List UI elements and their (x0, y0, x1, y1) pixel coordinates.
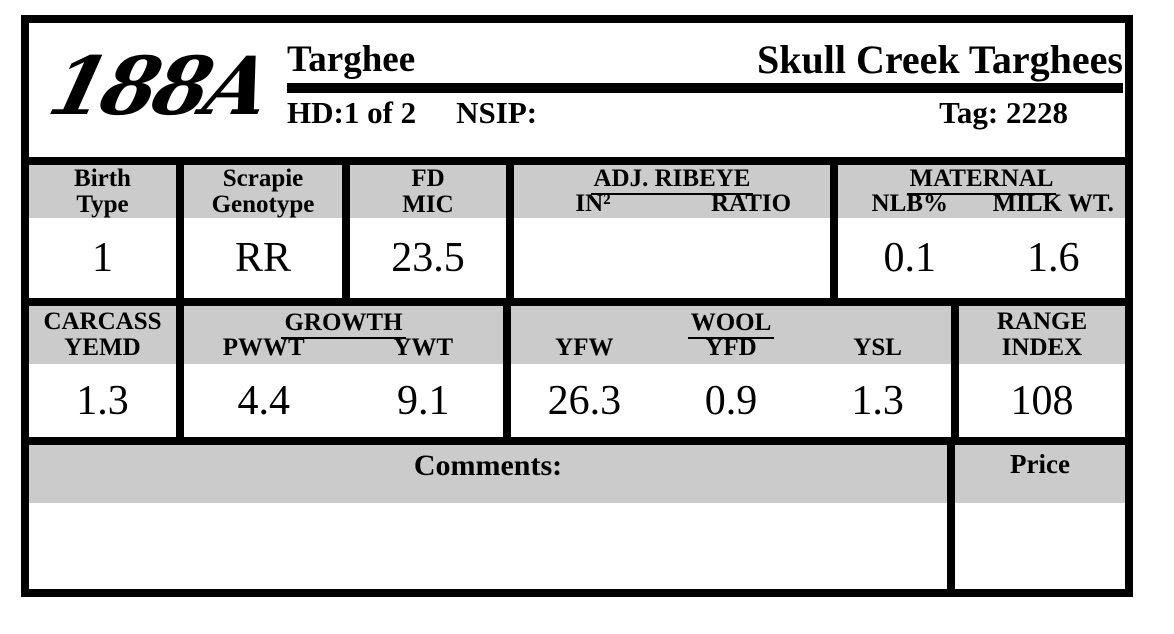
adj-ribeye-header: ADJ. RIBEYE IN² RATIO (514, 165, 830, 218)
range-index-header: RANGE INDEX (959, 306, 1125, 364)
sale-card: 188A Targhee Skull Creek Targhees HD:1 o… (21, 15, 1133, 597)
fd-label-line1: FD (411, 164, 445, 192)
card-header: 188A Targhee Skull Creek Targhees HD:1 o… (29, 23, 1125, 157)
wool-subheaders: YFW YFD YSL (511, 333, 951, 361)
wool-header: WOOL YFW YFD YSL (511, 306, 951, 364)
scrapie-genotype-header: Scrapie Genotype (184, 165, 342, 218)
nsip-label: NSIP: (456, 95, 538, 130)
price-header: Price (955, 445, 1125, 503)
adj-ribeye-cell: ADJ. RIBEYE IN² RATIO (514, 165, 830, 298)
fd-mic-cell: FD MIC 23.5 (350, 165, 506, 298)
comments-header: Comments: (29, 445, 947, 503)
pwwt-value: 4.4 (237, 377, 291, 424)
header-top-line: Targhee Skull Creek Targhees (287, 23, 1123, 83)
adj-ribeye-title: ADJ. RIBEYE (590, 165, 754, 195)
scrapie-genotype-value: RR (234, 235, 292, 281)
header-right: Targhee Skull Creek Targhees HD:1 of 2 N… (287, 23, 1125, 157)
growth-values: 4.4 9.1 (184, 364, 503, 437)
header-divider-rule (287, 83, 1123, 93)
maternal-header: MATERNAL NLB% MILK WT. (838, 165, 1125, 218)
comments-body (29, 503, 947, 589)
growth-cell: GROWTH PWWT YWT 4.4 9.1 (184, 306, 503, 437)
maternal-cell: MATERNAL NLB% MILK WT. 0.1 1.6 (838, 165, 1125, 298)
milk-wt-value: 1.6 (1027, 235, 1080, 281)
footer-row: Comments: Price (29, 445, 1125, 589)
breed-name: Targhee (287, 39, 416, 80)
maternal-values: 0.1 1.6 (838, 218, 1125, 298)
adj-ribeye-values (514, 218, 830, 298)
ywt-label: YWT (393, 333, 454, 361)
range-index-cell: RANGE INDEX 108 (959, 306, 1125, 437)
maternal-title: MATERNAL (906, 165, 1057, 195)
range-label-line2: INDEX (1001, 334, 1083, 361)
wool-title: WOOL (687, 308, 775, 339)
yfw-label: YFW (555, 333, 614, 361)
ywt-value: 9.1 (397, 377, 450, 424)
yfw-value: 26.3 (547, 377, 622, 424)
fd-label-line2: MIC (402, 190, 454, 218)
price-body (955, 503, 1125, 589)
birth-type-header: Birth Type (29, 165, 176, 218)
range-index-value: 108 (1010, 377, 1074, 424)
wool-values: 26.3 0.9 1.3 (511, 364, 951, 437)
fd-mic-value: 23.5 (391, 235, 465, 281)
flock-name: Skull Creek Targhees (757, 37, 1123, 82)
hd-nsip-group: HD:1 of 2 NSIP: (287, 95, 538, 130)
growth-header: GROWTH PWWT YWT (184, 306, 503, 364)
ribeye-in2-label: IN² (575, 190, 611, 217)
ysl-value: 1.3 (851, 377, 904, 424)
milk-wt-label: MILK WT. (992, 190, 1114, 217)
comments-cell: Comments: (29, 445, 947, 589)
carcass-label-line1: CARCASS (43, 308, 162, 335)
tag-number: Tag: 2228 (939, 95, 1068, 130)
animal-id-zone: 188A (29, 23, 287, 157)
price-cell: Price (955, 445, 1125, 589)
birth-type-value: 1 (92, 235, 113, 281)
ysl-label: YSL (853, 333, 902, 361)
pwwt-label: PWWT (222, 333, 305, 361)
carcass-yemd-value: 1.3 (76, 377, 129, 424)
carcass-label-line2: YEMD (64, 334, 141, 361)
growth-title: GROWTH (281, 308, 406, 339)
ribeye-ratio-label: RATIO (710, 190, 792, 217)
maternal-subheaders: NLB% MILK WT. (838, 191, 1125, 217)
wool-cell: WOOL YFW YFD YSL 26.3 0.9 1.3 (511, 306, 951, 437)
birth-type-label-line2: Type (76, 190, 129, 218)
stats-row-2: CARCASS YEMD 1.3 GROWTH PWWT YWT 4.4 9.1 (29, 306, 1125, 437)
nlb-label: NLB% (871, 190, 948, 217)
scrapie-genotype-cell: Scrapie Genotype RR (184, 165, 342, 298)
animal-id: 188A (40, 39, 278, 133)
adj-ribeye-subheaders: IN² RATIO (514, 191, 830, 217)
birth-type-label-line1: Birth (74, 164, 131, 192)
birth-type-cell: Birth Type 1 (29, 165, 176, 298)
fd-mic-header: FD MIC (350, 165, 506, 218)
nlb-value: 0.1 (883, 235, 937, 281)
yfd-value: 0.9 (704, 377, 758, 424)
yfd-label: YFD (705, 333, 757, 361)
range-label-line1: RANGE (996, 308, 1088, 335)
scrapie-label-line2: Genotype (211, 190, 315, 218)
stats-row-1: Birth Type 1 Scrapie Genotype RR FD MIC … (29, 165, 1125, 298)
carcass-yemd-cell: CARCASS YEMD 1.3 (29, 306, 176, 437)
scrapie-label-line1: Scrapie (222, 164, 304, 192)
hd-label: HD:1 of 2 (287, 95, 417, 130)
growth-subheaders: PWWT YWT (184, 333, 503, 361)
header-bottom-line: HD:1 of 2 NSIP: Tag: 2228 (287, 93, 1123, 130)
carcass-yemd-header: CARCASS YEMD (29, 306, 176, 364)
